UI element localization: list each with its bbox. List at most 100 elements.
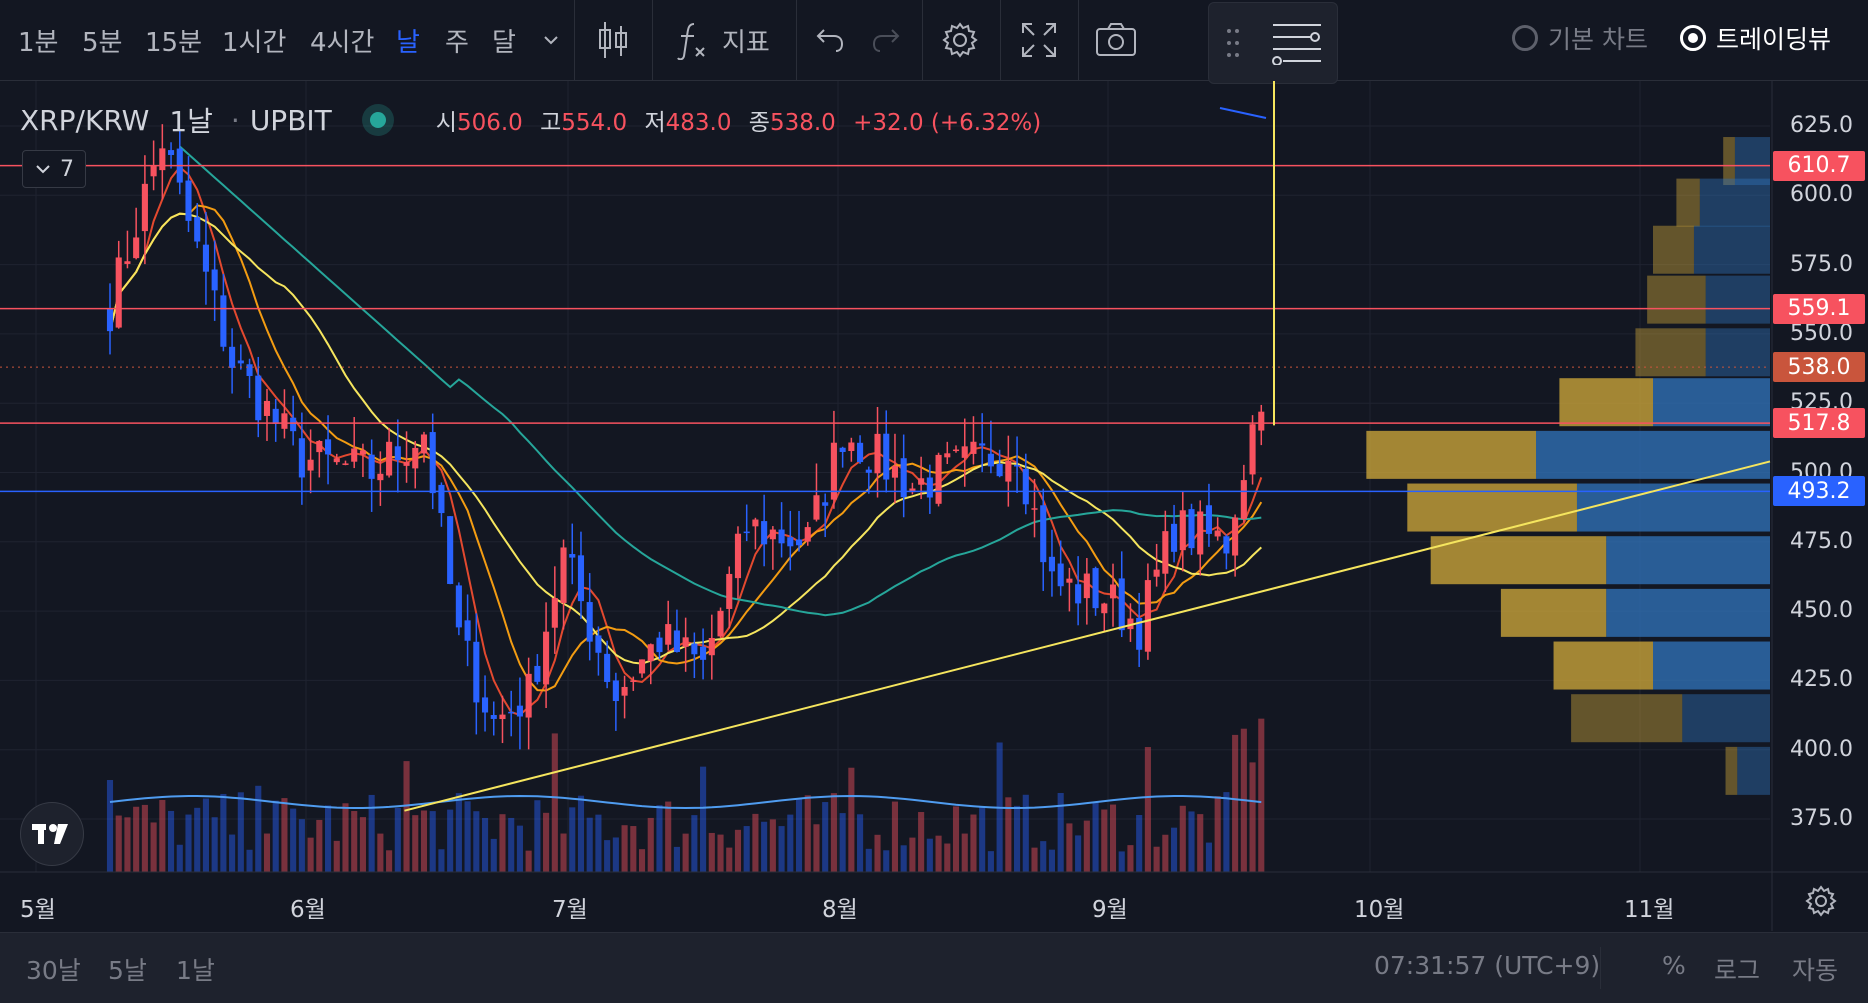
candle-body (830, 442, 837, 500)
volume-bar (795, 798, 803, 872)
volume-bar (1197, 814, 1204, 872)
volume-bar (551, 733, 558, 872)
drawing-tools-icon[interactable] (1271, 21, 1323, 69)
volume-bar (961, 833, 968, 872)
basic-chart-radio[interactable]: 기본 차트 (1512, 20, 1648, 56)
interval-label[interactable]: 1날 (169, 105, 213, 138)
candle-style-icon[interactable] (596, 18, 630, 62)
volume-bar (638, 849, 646, 872)
volume-bar (202, 798, 209, 872)
candle-body (769, 529, 776, 540)
volume-bar (595, 814, 602, 872)
candle-body (577, 555, 585, 602)
candle-body (377, 473, 384, 481)
candle-body (1101, 603, 1108, 614)
volume-bar (726, 847, 733, 872)
drawing-toolbar-panel (1208, 2, 1338, 84)
tradingview-radio[interactable]: 트레이딩뷰 (1680, 20, 1831, 56)
volume-bar (1031, 847, 1038, 872)
candle-body (342, 463, 349, 465)
interval-month[interactable]: 달 (492, 27, 516, 58)
volume-bar (691, 815, 698, 872)
price-chart[interactable] (0, 81, 1868, 931)
drag-handle-icon[interactable] (1225, 27, 1241, 63)
indicators-collapse-button[interactable]: 7 (22, 150, 86, 188)
volume-bar (133, 806, 140, 872)
low-value: 483.0 (665, 110, 732, 136)
volume-bar (168, 810, 175, 872)
time-tick: 5월 (20, 897, 56, 923)
axis-settings-gear-icon[interactable] (1804, 884, 1838, 922)
candle-body (839, 447, 846, 452)
volume-bar (1249, 762, 1256, 872)
volume-bar (1075, 835, 1082, 872)
range-1d[interactable]: 1날 (176, 956, 215, 985)
percent-scale-button[interactable]: % (1662, 951, 1686, 980)
volume-bar (708, 832, 715, 872)
volume-bar (229, 834, 236, 872)
volume-bar (316, 819, 323, 872)
clock[interactable]: 07:31:57 (UTC+9) (1374, 951, 1601, 980)
volume-bar (734, 829, 742, 872)
volume-bar (290, 808, 297, 872)
candle-body (115, 257, 122, 328)
time-tick: 11월 (1624, 897, 1675, 923)
log-scale-button[interactable]: 로그 (1714, 956, 1761, 985)
symbol-name[interactable]: XRP/KRW (20, 103, 150, 137)
candle-body (263, 400, 271, 416)
interval-15m[interactable]: 15분 (145, 27, 203, 58)
volume-bar (1022, 794, 1029, 872)
camera-icon[interactable] (1094, 18, 1138, 62)
volume-bar (769, 819, 776, 872)
tradingview-logo-icon[interactable] (20, 802, 84, 866)
volume-bar (263, 833, 271, 872)
volume-bar (1171, 827, 1178, 872)
candle-body (682, 637, 689, 647)
chevron-down-icon[interactable] (540, 18, 562, 62)
candle-body (647, 644, 654, 662)
range-5d[interactable]: 5날 (108, 956, 147, 985)
candle-body (708, 638, 715, 656)
candle-body (595, 635, 602, 653)
volume-bar (970, 814, 977, 872)
volume-bar (185, 814, 192, 872)
interval-5m[interactable]: 5분 (82, 27, 123, 58)
volume-bar (761, 821, 768, 872)
interval-4h[interactable]: 4시간 (310, 27, 375, 58)
gear-icon[interactable] (940, 18, 980, 62)
fullscreen-icon[interactable] (1020, 18, 1058, 62)
volume-profile-buy-bar (1647, 275, 1706, 324)
indicators-button[interactable]: 지표 (722, 27, 770, 58)
candle-body (743, 531, 750, 534)
price-tick: 550.0 (1790, 320, 1853, 346)
interval-1h[interactable]: 1시간 (222, 27, 287, 58)
volume-bar (1214, 796, 1221, 872)
candle-body (918, 478, 925, 485)
time-tick: 7월 (552, 897, 588, 923)
volume-bar (865, 848, 872, 872)
candle-body (333, 458, 340, 463)
volume-bar (508, 817, 515, 872)
redo-icon[interactable] (870, 18, 902, 62)
candle-body (455, 585, 462, 628)
undo-icon[interactable] (814, 18, 846, 62)
time-tick: 9월 (1092, 897, 1128, 923)
interval-day[interactable]: 날 (396, 27, 420, 58)
volume-bar (717, 834, 724, 872)
interval-1m[interactable]: 1분 (18, 27, 59, 58)
candle-body (220, 295, 227, 347)
candle-body (961, 446, 968, 458)
auto-scale-button[interactable]: 자동 (1792, 956, 1839, 985)
candle-body (1118, 578, 1125, 631)
candle-body (420, 434, 428, 454)
volume-bar (1057, 793, 1064, 872)
candle-body (124, 261, 131, 264)
range-30d[interactable]: 30날 (26, 956, 81, 985)
volume-bar (1127, 845, 1134, 872)
candle-body (638, 659, 646, 674)
candle-body (324, 439, 332, 455)
volume-profile-buy-bar (1676, 178, 1700, 227)
function-icon[interactable] (674, 18, 708, 62)
candle-body (1162, 531, 1169, 574)
interval-week[interactable]: 주 (445, 27, 469, 58)
